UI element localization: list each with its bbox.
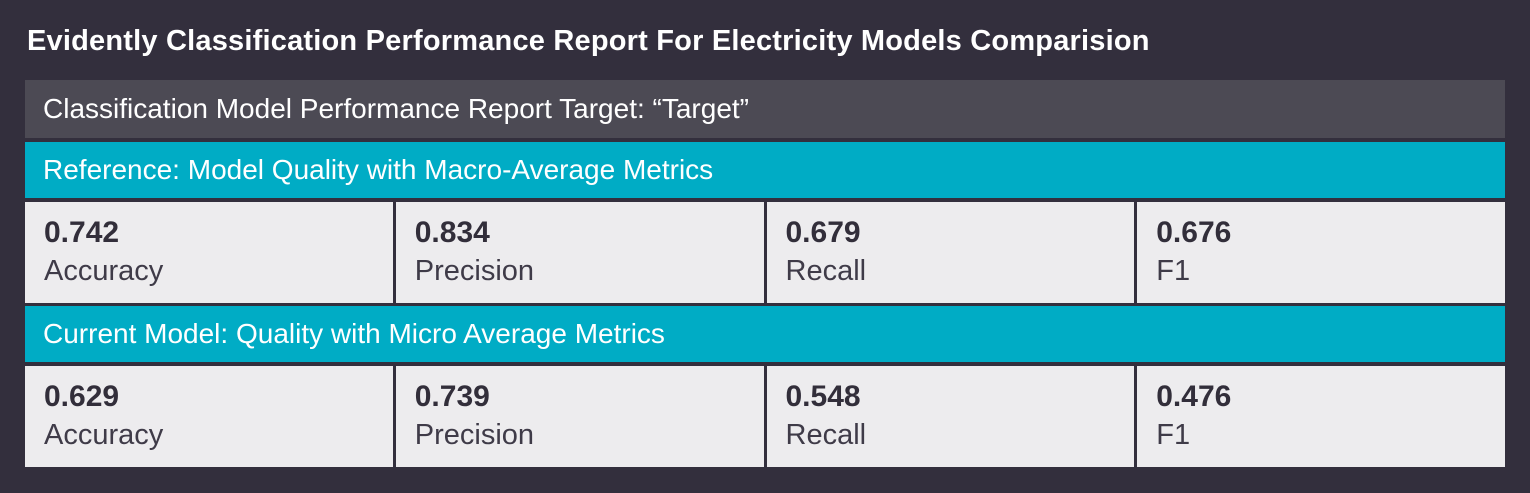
metric-card-reference-recall: 0.679 Recall <box>766 202 1135 303</box>
metric-value: 0.834 <box>414 216 490 249</box>
metric-label: F1 <box>1156 255 1191 287</box>
metric-value: 0.629 <box>44 380 120 413</box>
report-title: Evidently Classification Performance Rep… <box>27 25 1150 57</box>
metric-value: 0.476 <box>1156 380 1232 413</box>
metric-card-current-recall: 0.548 Recall <box>766 366 1135 467</box>
metric-label: Accuracy <box>44 419 164 451</box>
metric-label: Recall <box>785 419 867 451</box>
target-header-bar: Classification Model Performance Report … <box>25 80 1505 138</box>
metric-label: F1 <box>1156 419 1191 451</box>
metric-value: 0.548 <box>785 380 861 413</box>
metric-value: 0.739 <box>414 380 490 413</box>
metric-label: Recall <box>785 255 867 287</box>
metric-value: 0.676 <box>1156 216 1232 249</box>
metric-card-current-precision: 0.739 Precision <box>395 366 764 467</box>
metric-card-reference-accuracy: 0.742 Accuracy <box>25 202 393 303</box>
metric-label: Precision <box>414 419 535 451</box>
metric-value: 0.742 <box>44 216 120 249</box>
current-section-header-text: Current Model: Quality with Micro Averag… <box>43 318 665 349</box>
metric-label: Accuracy <box>44 255 164 287</box>
reference-metrics-row: 0.742 Accuracy 0.834 Precision 0.679 Rec… <box>25 202 1505 303</box>
current-metrics-row: 0.629 Accuracy 0.739 Precision 0.548 Rec… <box>25 366 1505 467</box>
metric-card-reference-precision: 0.834 Precision <box>395 202 764 303</box>
metric-card-reference-f1: 0.676 F1 <box>1137 202 1505 303</box>
metric-label: Precision <box>414 255 535 287</box>
metric-value: 0.679 <box>785 216 861 249</box>
metric-card-current-f1: 0.476 F1 <box>1137 366 1505 467</box>
reference-section-header: Reference: Model Quality with Macro-Aver… <box>25 142 1505 198</box>
current-section-header: Current Model: Quality with Micro Averag… <box>25 306 1505 362</box>
target-header-text: Classification Model Performance Report … <box>43 93 750 124</box>
metric-card-current-accuracy: 0.629 Accuracy <box>25 366 393 467</box>
reference-section-header-text: Reference: Model Quality with Macro-Aver… <box>43 154 714 185</box>
